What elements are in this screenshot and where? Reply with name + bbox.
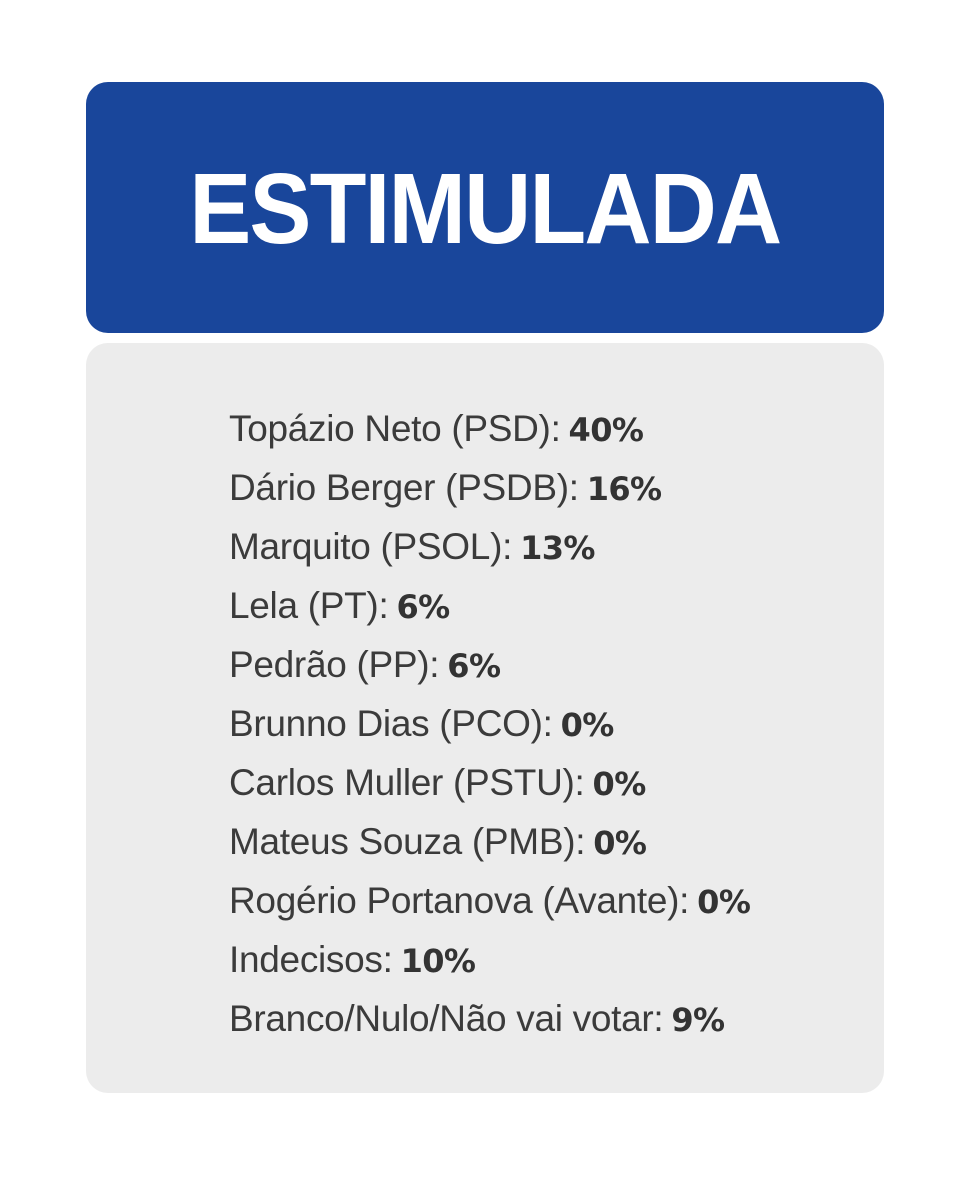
candidate-label: Marquito (PSOL): xyxy=(229,526,513,567)
result-row-undecided: Indecisos: 10% xyxy=(229,930,750,989)
header-banner: ESTIMULADA xyxy=(86,82,884,333)
undecided-percentage: 10% xyxy=(400,942,476,980)
candidate-label: Brunno Dias (PCO): xyxy=(229,703,553,744)
candidate-label: Carlos Muller (PSTU): xyxy=(229,762,585,803)
candidate-label: Topázio Neto (PSD): xyxy=(229,408,561,449)
result-row: Marquito (PSOL): 13% xyxy=(229,517,750,576)
candidate-label: Lela (PT): xyxy=(229,585,389,626)
candidate-label: Pedrão (PP): xyxy=(229,644,440,685)
result-row: Dário Berger (PSDB): 16% xyxy=(229,458,750,517)
candidate-percentage: 0% xyxy=(560,706,615,744)
result-row: Topázio Neto (PSD): 40% xyxy=(229,399,750,458)
candidate-label: Mateus Souza (PMB): xyxy=(229,821,586,862)
candidate-percentage: 6% xyxy=(396,588,450,626)
undecided-label: Indecisos: xyxy=(229,939,393,980)
candidate-percentage: 0% xyxy=(697,883,751,921)
candidate-percentage: 0% xyxy=(593,824,647,862)
result-row: Pedrão (PP): 6% xyxy=(229,635,750,694)
result-row: Mateus Souza (PMB): 0% xyxy=(229,812,750,871)
result-row: Carlos Muller (PSTU): 0% xyxy=(229,753,750,812)
candidate-percentage: 40% xyxy=(568,411,644,449)
candidate-percentage: 16% xyxy=(586,470,662,508)
results-list: Topázio Neto (PSD): 40% Dário Berger (PSD… xyxy=(229,399,751,1048)
result-row: Brunno Dias (PCO): 0% xyxy=(229,694,750,753)
blank-null-percentage: 9% xyxy=(671,1001,725,1039)
results-panel: Topázio Neto (PSD): 40% Dário Berger (PSD… xyxy=(86,343,884,1093)
result-row: Rogério Portanova (Avante): 0% xyxy=(229,871,751,930)
candidate-percentage: 6% xyxy=(447,647,501,685)
page-title: ESTIMULADA xyxy=(189,152,782,265)
candidate-percentage: 0% xyxy=(592,765,647,803)
candidate-percentage: 13% xyxy=(520,529,595,567)
result-row-blank-null: Branco/Nulo/Não vai votar: 9% xyxy=(229,989,750,1048)
candidate-label: Dário Berger (PSDB): xyxy=(229,467,579,508)
blank-null-label: Branco/Nulo/Não vai votar: xyxy=(229,998,664,1039)
candidate-label: Rogério Portanova (Avante): xyxy=(229,880,690,921)
result-row: Lela (PT): 6% xyxy=(229,576,750,635)
